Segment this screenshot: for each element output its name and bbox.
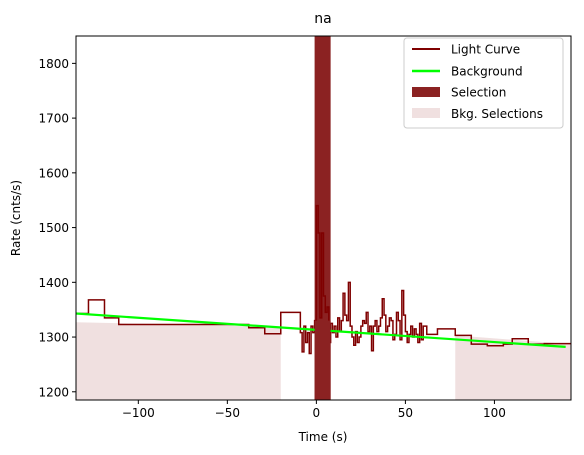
- legend-swatch-bkg-selections: [412, 108, 440, 118]
- x-tick-label: −100: [122, 406, 155, 420]
- selection-fill: [314, 320, 331, 400]
- legend-label-bkg-selections: Bkg. Selections: [451, 107, 543, 121]
- y-axis-ticks: 1200 1300 1400 1500 1600 1700 1800: [38, 57, 76, 399]
- legend-box: [403, 37, 564, 129]
- x-tick-label: 50: [398, 406, 413, 420]
- x-axis-ticks: −100 −50 0 50 100: [122, 400, 506, 420]
- legend-label-selection: Selection: [451, 86, 506, 100]
- x-tick-label: −50: [215, 406, 240, 420]
- legend: Light Curve Background Selection Bkg. Se…: [403, 37, 564, 129]
- bkg-selection-region-2: [455, 335, 571, 400]
- chart-title: na: [314, 11, 331, 27]
- bkg-selection-region-1: [76, 322, 281, 400]
- legend-label-background: Background: [451, 65, 523, 79]
- light-curve-series: [76, 204, 571, 355]
- y-tick-label: 1600: [38, 166, 69, 180]
- plot-frame: [75, 35, 572, 401]
- x-tick-label: 100: [483, 406, 506, 420]
- x-tick-label: 0: [313, 406, 321, 420]
- legend-swatch-selection: [412, 87, 440, 97]
- y-tick-label: 1800: [38, 57, 69, 71]
- y-tick-label: 1300: [38, 331, 69, 345]
- legend-label-light-curve: Light Curve: [451, 43, 520, 57]
- y-tick-label: 1200: [38, 385, 69, 399]
- y-axis-label: Rate (cnts/s): [9, 180, 23, 256]
- y-tick-label: 1500: [38, 221, 69, 235]
- plot-area: [75, 36, 571, 400]
- y-tick-label: 1700: [38, 112, 69, 126]
- y-tick-label: 1400: [38, 276, 69, 290]
- x-axis-label: Time (s): [298, 430, 348, 444]
